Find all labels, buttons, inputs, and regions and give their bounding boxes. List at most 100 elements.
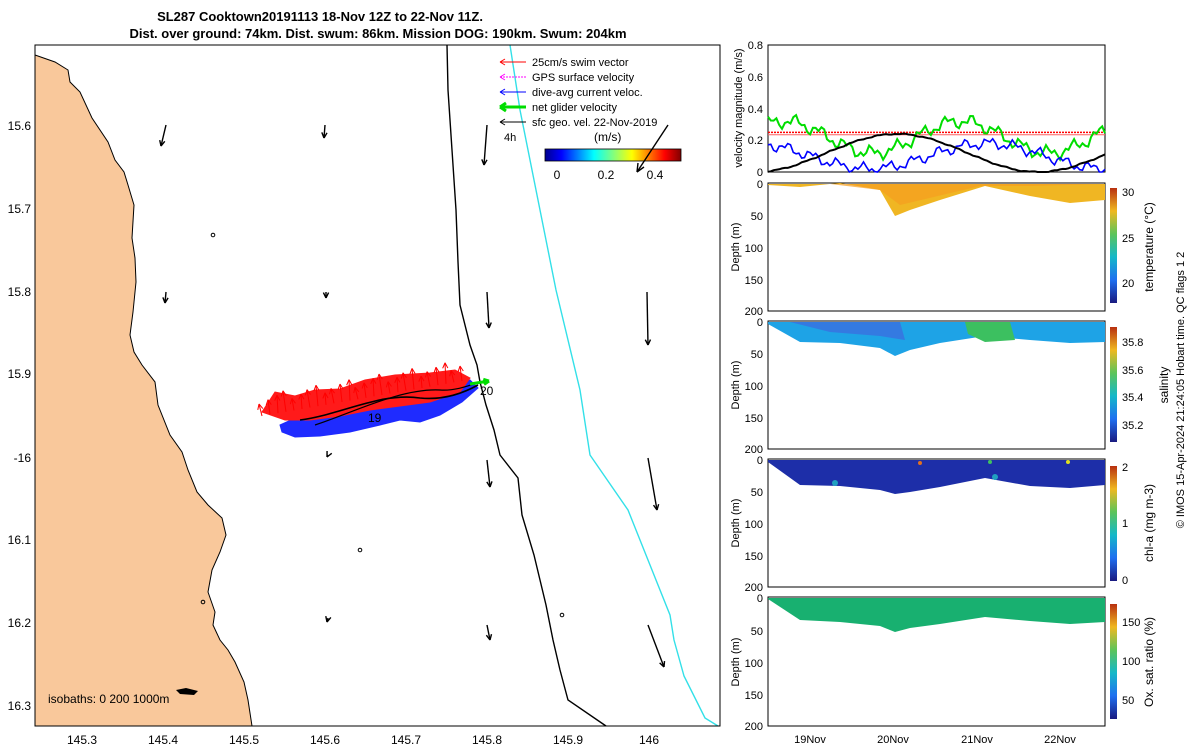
- legend-label-geo: sfc geo. vel. 22-Nov-2019: [532, 117, 657, 129]
- swim-vector: [459, 365, 463, 382]
- geo-arrow-overlay: [636, 124, 669, 173]
- swim-vector-head: [346, 379, 353, 386]
- swim-vector: [330, 388, 335, 404]
- oxygen-colorbar: [1110, 604, 1117, 719]
- swim-vector: [306, 389, 311, 408]
- legend-arrowhead: [499, 88, 506, 96]
- lat-tick: 15.9: [8, 367, 32, 381]
- geo-velocity-arrow: [160, 124, 167, 147]
- depth-ylabel: Depth (m): [730, 499, 742, 548]
- geo-velocity-arrow: [647, 624, 665, 668]
- chla-dot: [992, 474, 998, 480]
- legend-label-current: dive-avg current veloc.: [532, 87, 643, 99]
- geo-velocity-arrow-head: [325, 615, 332, 623]
- depth-tick: 0: [757, 179, 763, 191]
- velocity-axes: [767, 44, 1106, 173]
- swim-vector-head: [409, 368, 416, 375]
- land-area: [34, 45, 253, 727]
- geo-velocity-arrow: [164, 291, 167, 304]
- lon-tick: 146: [639, 733, 659, 747]
- oxygen-cbar-label: Ox. sat. ratio (%): [1142, 617, 1156, 707]
- map-panel: 145.3 145.4 145.5 145.6 145.7 145.8 145.…: [8, 44, 721, 747]
- swim-vector-head: [394, 376, 401, 383]
- swim-vector-head: [449, 370, 456, 377]
- day-label-19: 19: [368, 411, 382, 425]
- swim-vector-head: [298, 393, 305, 400]
- legend-label-gps: GPS surface velocity: [532, 72, 635, 84]
- lon-tick: 145.6: [310, 733, 340, 747]
- swim-vector-head: [304, 389, 311, 396]
- swim-vector: [411, 368, 415, 390]
- velocity-ylabel: velocity magnitude (m/s): [733, 48, 745, 167]
- section-axes: [767, 182, 1106, 312]
- chla-field: [768, 460, 1105, 494]
- swim-vector: [396, 377, 399, 393]
- lon-axis: 145.3 145.4 145.5 145.6 145.7 145.8 145.…: [67, 733, 659, 747]
- swim-vector: [378, 373, 383, 396]
- swim-vector-head: [385, 381, 392, 388]
- lon-tick: 145.8: [472, 733, 502, 747]
- colorbar-title: (m/s): [594, 130, 621, 144]
- colorbar-tick: 0.2: [598, 168, 615, 182]
- velocity-panel: 0 0.2 0.4 0.6 0.8 velocity magnitude (m/…: [733, 40, 1106, 179]
- swim-vector-head: [442, 362, 449, 369]
- vel-ytick: 0.2: [748, 135, 763, 147]
- net-velocity-line: [767, 113, 1106, 162]
- credit-text: © IMOS 15-Apr-2024 21:24:05 Hobart time.…: [1175, 252, 1187, 529]
- isobath-1000: [509, 44, 719, 727]
- lon-tick: 145.4: [148, 733, 178, 747]
- legend-arrowhead: [499, 73, 506, 81]
- lon-tick: 145.5: [229, 733, 259, 747]
- depth-ylabel: Depth (m): [730, 223, 742, 272]
- geo-velocity-arrow: [486, 624, 491, 641]
- net-glider-arrow-head: [482, 377, 490, 386]
- swim-vector-head: [418, 375, 425, 382]
- speed-colorbar: [544, 148, 682, 162]
- swim-vector-head: [265, 399, 272, 406]
- track-line: [299, 384, 479, 421]
- island-dot: [200, 599, 206, 605]
- lat-tick: 15.7: [8, 202, 32, 216]
- glider-track: [257, 362, 490, 438]
- chla-colorbar: [1110, 466, 1117, 581]
- island-dot: [210, 232, 216, 238]
- title-line-2: Dist. over ground: 74km. Dist. swum: 86k…: [129, 26, 626, 41]
- swim-vector-head: [280, 390, 287, 397]
- scale-label: 4h: [504, 132, 516, 144]
- geo-velocity-arrow-head: [485, 322, 492, 329]
- geo-velocity-arrow: [323, 124, 326, 139]
- swim-vector: [354, 387, 359, 400]
- swim-vector: [372, 378, 375, 397]
- depth-tick: 150: [745, 413, 763, 425]
- geo-velocity-arrow: [486, 291, 490, 329]
- lat-tick: 15.6: [8, 119, 32, 133]
- geo-velocity-arrow-head: [159, 139, 166, 147]
- swim-vector-head: [457, 365, 464, 372]
- geo-velocity-arrow-head: [322, 292, 330, 299]
- depth-tick: 150: [745, 551, 763, 563]
- lat-tick: -16: [14, 451, 32, 465]
- cbar-tick: 25: [1122, 233, 1134, 245]
- colorbar-tick: 0: [554, 168, 561, 182]
- geo-velocity-arrow-head: [486, 481, 493, 488]
- cbar-tick: 2: [1122, 462, 1128, 474]
- swim-vector: [387, 381, 391, 394]
- chla-cbar-label: chl-a (mg m-3): [1142, 484, 1156, 562]
- swim-vector-head: [425, 371, 432, 378]
- swim-vector-head: [322, 392, 329, 399]
- time-tick: 19Nov: [794, 734, 826, 746]
- section-oxygen: 150 100 50 Ox. sat. ratio (%) 0 50 100 1…: [730, 593, 1156, 733]
- salinity-cbar-label: salinity: [1157, 367, 1171, 404]
- velocity-arrow-grid: [159, 124, 666, 695]
- swim-vector: [339, 383, 343, 403]
- depth-tick: 100: [745, 519, 763, 531]
- swim-vector: [267, 399, 271, 415]
- cbar-tick: 35.8: [1122, 337, 1143, 349]
- vel-ytick: 0: [757, 167, 763, 179]
- salinity-low-patch: [790, 322, 905, 340]
- swim-vector: [435, 367, 439, 386]
- swim-vector-head: [361, 382, 368, 389]
- lat-tick: 16.2: [8, 616, 32, 630]
- swim-vector: [315, 385, 319, 407]
